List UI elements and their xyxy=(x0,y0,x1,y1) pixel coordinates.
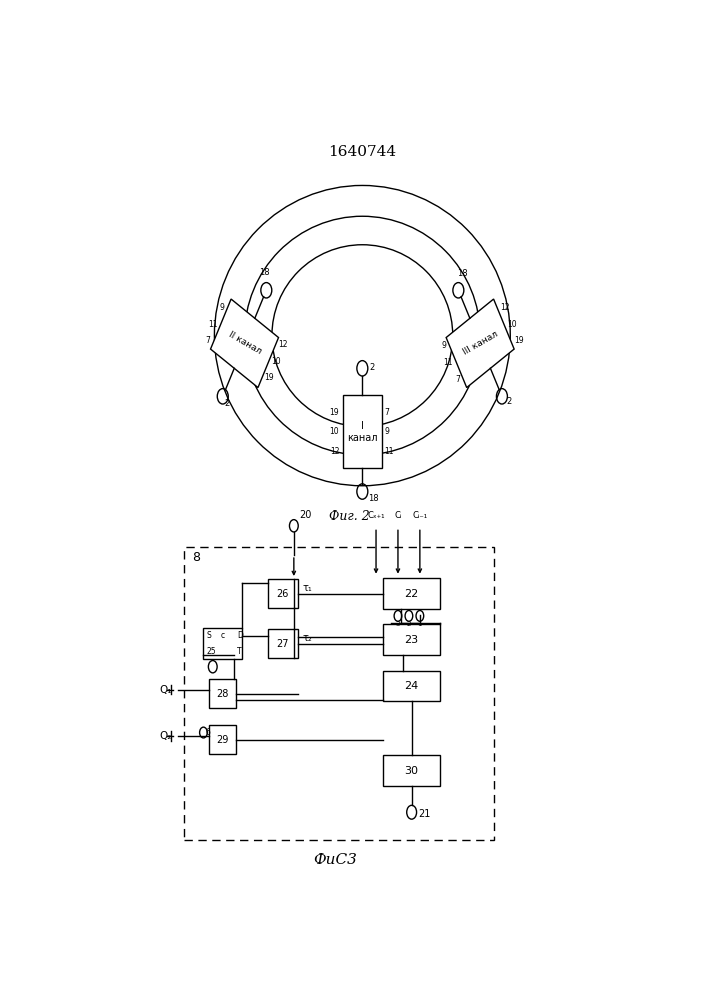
Text: 26: 26 xyxy=(276,589,289,599)
Text: 24: 24 xyxy=(404,681,419,691)
Text: 7: 7 xyxy=(385,408,389,417)
Text: Cₓ₊₁: Cₓ₊₁ xyxy=(367,511,385,520)
Text: 8: 8 xyxy=(192,551,201,564)
Text: 29: 29 xyxy=(216,735,229,745)
Bar xyxy=(446,299,514,388)
Bar xyxy=(211,299,279,388)
Text: 20: 20 xyxy=(299,510,312,520)
Text: 21: 21 xyxy=(419,809,431,819)
Text: 9: 9 xyxy=(219,303,224,312)
Bar xyxy=(343,395,382,468)
Text: D: D xyxy=(237,631,243,640)
Text: 10: 10 xyxy=(329,427,339,436)
Text: τ₁: τ₁ xyxy=(303,583,312,593)
Text: 27: 27 xyxy=(276,639,289,649)
Text: 7: 7 xyxy=(206,336,211,345)
Text: 2: 2 xyxy=(369,363,374,372)
Text: 1640744: 1640744 xyxy=(328,145,397,159)
Text: 2: 2 xyxy=(506,397,512,406)
Text: 7: 7 xyxy=(455,375,460,384)
Text: III канал: III канал xyxy=(461,330,499,357)
Text: Cᵢ: Cᵢ xyxy=(395,511,402,520)
Text: 2: 2 xyxy=(224,399,229,408)
Text: 25: 25 xyxy=(206,647,216,656)
Text: τ₂: τ₂ xyxy=(303,633,312,643)
Text: T: T xyxy=(237,647,242,656)
Bar xyxy=(203,628,243,659)
Text: 28: 28 xyxy=(216,689,229,699)
Text: 12: 12 xyxy=(279,340,288,349)
Bar xyxy=(268,579,298,608)
Text: ФиС3: ФиС3 xyxy=(313,853,357,867)
Text: 1: 1 xyxy=(418,621,422,627)
Text: 18: 18 xyxy=(368,494,378,503)
Text: 12: 12 xyxy=(330,447,339,456)
Text: c: c xyxy=(221,631,225,640)
Text: Фиг. 2: Фиг. 2 xyxy=(329,510,370,523)
Bar xyxy=(383,755,440,786)
Text: 2: 2 xyxy=(407,621,411,627)
Text: 18: 18 xyxy=(457,269,467,278)
Bar xyxy=(383,624,440,655)
Bar xyxy=(268,629,298,658)
Text: 6: 6 xyxy=(206,728,211,737)
Text: 10: 10 xyxy=(507,320,517,329)
Bar xyxy=(185,547,494,840)
Text: I
канал: I канал xyxy=(347,421,378,443)
Text: 12: 12 xyxy=(501,303,510,312)
Text: 19: 19 xyxy=(329,408,339,417)
Text: 30: 30 xyxy=(404,766,419,776)
Text: 19: 19 xyxy=(514,336,524,345)
Text: 11: 11 xyxy=(385,447,394,456)
Text: II канал: II канал xyxy=(226,330,262,356)
Text: 9: 9 xyxy=(385,427,389,436)
Bar xyxy=(383,671,440,701)
Text: 3: 3 xyxy=(396,621,400,627)
Text: 19: 19 xyxy=(264,373,274,382)
Text: 11: 11 xyxy=(208,320,218,329)
Text: Q₂: Q₂ xyxy=(160,731,172,741)
Text: 9: 9 xyxy=(441,341,446,350)
Text: Q₁: Q₁ xyxy=(160,685,172,695)
Text: S: S xyxy=(206,631,211,640)
Text: 23: 23 xyxy=(404,635,419,645)
Text: 11: 11 xyxy=(443,358,453,367)
Bar xyxy=(209,679,236,708)
Text: 22: 22 xyxy=(404,589,419,599)
Text: Cᵢ₋₁: Cᵢ₋₁ xyxy=(412,511,428,520)
Bar xyxy=(209,725,236,754)
Bar xyxy=(383,578,440,609)
Text: 18: 18 xyxy=(259,268,269,277)
Text: 10: 10 xyxy=(271,357,281,366)
